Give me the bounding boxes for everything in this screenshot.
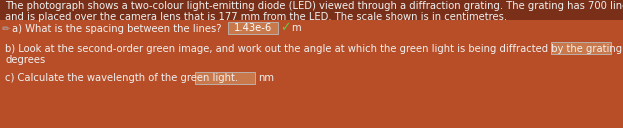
Text: nm: nm [258,73,274,83]
Text: a) What is the spacing between the lines?: a) What is the spacing between the lines… [12,24,222,34]
FancyBboxPatch shape [551,42,611,54]
FancyBboxPatch shape [195,72,255,84]
Text: The photograph shows a two-colour light-emitting diode (LED) viewed through a di: The photograph shows a two-colour light-… [5,1,623,11]
Text: ✏: ✏ [2,24,10,34]
Text: degrees: degrees [5,55,45,65]
FancyBboxPatch shape [228,22,278,34]
Text: ✓: ✓ [280,22,290,35]
Text: and is placed over the camera lens that is 177 mm from the LED. The scale shown : and is placed over the camera lens that … [5,12,507,22]
Text: b) Look at the second-order green image, and work out the angle at which the gre: b) Look at the second-order green image,… [5,44,622,54]
Text: c) Calculate the wavelength of the green light.: c) Calculate the wavelength of the green… [5,73,238,83]
Text: 1.43e-6: 1.43e-6 [234,23,272,33]
Text: m: m [291,23,301,33]
FancyBboxPatch shape [0,0,623,20]
